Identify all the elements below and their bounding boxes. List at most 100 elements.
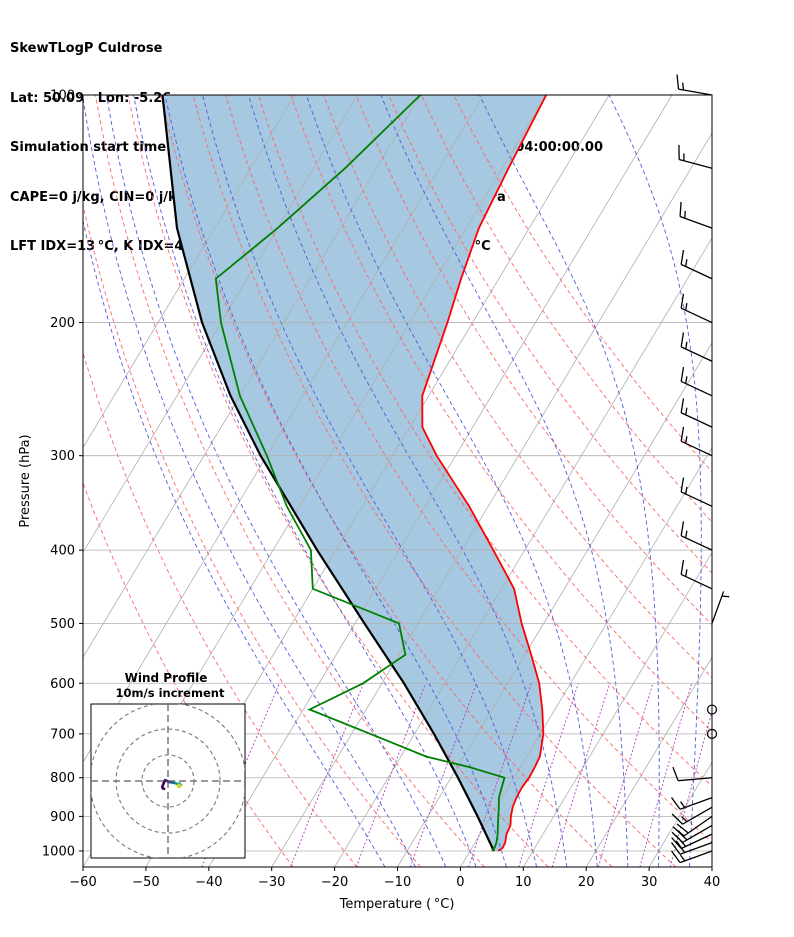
moist-adiabat-line (478, 95, 660, 867)
wind-barb-flag (679, 201, 682, 217)
y-tick-label: 1000 (42, 844, 75, 859)
isotherm-line (208, 95, 673, 867)
wind-barb-flag (680, 521, 685, 536)
dry-adiabat-line (192, 95, 677, 867)
wind-barb-half-flag (685, 486, 688, 495)
isotherm-line (585, 656, 712, 867)
hodograph-surface-marker (176, 783, 182, 789)
dry-adiabat-line (323, 95, 712, 679)
y-tick-label: 700 (50, 727, 75, 742)
profiles (161, 95, 548, 852)
wind-barb-half-flag (679, 854, 686, 862)
y-tick-label: 300 (50, 449, 75, 464)
wind-barb-staff (679, 850, 713, 864)
wind-barb-half-flag (685, 341, 688, 350)
wind-barb-staff (680, 833, 713, 850)
x-tick-label: 30 (641, 875, 658, 890)
wind-barb-half-flag (685, 436, 688, 444)
wind-barb-flag (680, 559, 685, 575)
mixing-ratio-line (639, 683, 693, 867)
wind-barb-flag (680, 477, 685, 493)
wind-barb-staff (680, 346, 713, 362)
wind-barb-flag (671, 837, 682, 849)
y-tick-label: 800 (50, 771, 75, 786)
x-tick-label: 40 (704, 875, 721, 890)
wind-barb-flag (675, 840, 686, 853)
x-axis-label: Temperature ( °C) (339, 897, 455, 912)
wind-barb (680, 521, 713, 551)
isotherm-line (334, 237, 712, 867)
wind-barb-staff (682, 806, 713, 825)
wind-barb (676, 74, 713, 96)
wind-barb (706, 728, 718, 739)
isotherm-line (460, 446, 712, 867)
wind-barb-half-flag (685, 376, 688, 384)
x-tick-label: −60 (69, 875, 96, 890)
mixing-ratio-line (290, 683, 364, 867)
mixing-ratio-line (468, 683, 532, 867)
wind-barb (671, 806, 713, 825)
moist-adiabat-line (83, 218, 386, 867)
wind-barb-half-flag (685, 407, 688, 415)
wind-barb-staff (679, 842, 713, 855)
wind-barb (672, 766, 713, 782)
x-tick-label: 20 (578, 875, 595, 890)
wind-barb (711, 591, 730, 624)
dry-adiabat-line (83, 351, 358, 867)
isotherm-line (648, 761, 712, 867)
wind-barb (680, 426, 713, 457)
isotherm-line (83, 95, 295, 449)
wind-barb (670, 840, 713, 855)
temperature-line (421, 95, 548, 852)
wind-barb-half-flag (685, 259, 688, 267)
wind-barb-staff (680, 263, 713, 280)
wind-barb-flag (670, 850, 681, 863)
wind-barb-half-flag (681, 816, 688, 823)
wind-barb (678, 144, 713, 169)
wind-barb-staff (680, 573, 713, 590)
dry-adiabat-line (225, 95, 712, 843)
moist-adiabat-line (608, 95, 702, 867)
wind-barb-half-flag (684, 210, 686, 219)
isotherm-line (397, 342, 712, 867)
wind-barb-staff (678, 777, 713, 782)
wind-barb-flag (670, 797, 681, 810)
y-tick-label: 900 (50, 810, 75, 825)
wind-barb (680, 559, 713, 590)
mixing-ratio-line (551, 683, 611, 867)
hodograph-segment (161, 786, 166, 791)
mixing-ratio-line (355, 683, 427, 867)
x-tick-label: −10 (384, 875, 411, 890)
wind-barb-calm (706, 704, 718, 715)
moist-adiabat-line (106, 95, 447, 867)
hodograph-subtitle: 10m/s increment (116, 686, 225, 700)
wind-barb-flag (671, 813, 684, 825)
dry-adiabat-line (388, 95, 712, 574)
wind-barb-staff (678, 88, 713, 96)
wind-barb-staff (679, 797, 713, 810)
wind-barb-flag (680, 293, 685, 309)
wind-barb-flag (680, 398, 685, 413)
wind-barb-staff (680, 535, 713, 551)
wind-barb-half-flag (685, 303, 688, 311)
hodograph-title: Wind Profile (125, 671, 208, 685)
dry-adiabat-line (83, 481, 294, 867)
x-tick-label: −20 (321, 875, 348, 890)
wind-barb-flag (676, 74, 680, 90)
wind-barb-flag (680, 426, 685, 442)
y-tick-label: 500 (50, 617, 75, 632)
wind-barb-half-flag (685, 569, 688, 577)
mixing-ratio-line (518, 683, 579, 867)
wind-barb-half-flag (685, 530, 688, 538)
wind-barb-flag (680, 249, 685, 265)
wind-barb-flag (670, 842, 681, 855)
chart-title-location: Lat: 50.09 Lon: -5.26 (10, 90, 172, 106)
wind-barb-flag (672, 826, 685, 837)
wind-barb-staff (679, 215, 713, 229)
wind-barb (680, 249, 713, 280)
isotherm-line (83, 95, 358, 554)
cape-cin-shading (162, 95, 547, 851)
wind-barb-half-flag (679, 801, 686, 808)
isotherm-line (711, 866, 712, 867)
